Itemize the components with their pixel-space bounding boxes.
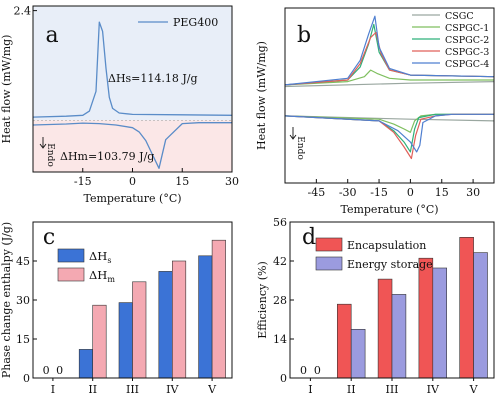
bar-encapsulation-iii xyxy=(377,278,393,379)
series-heating-cspgc-3 xyxy=(284,113,494,160)
panel-a: -15 0 15 30 2.4 Temperature (°C) Heat flow (mW… xyxy=(0,5,239,205)
heating-region xyxy=(33,120,232,172)
legend-swatch xyxy=(57,267,85,282)
y-tick-label: 45 xyxy=(16,255,30,268)
category-label: II xyxy=(88,383,97,396)
legend-swatch xyxy=(315,256,343,271)
x-axis-label: Temperature (°C) xyxy=(83,192,181,205)
x-tick-label: -15 xyxy=(74,175,92,188)
category-label: II xyxy=(347,383,356,396)
annotation-dhs: ΔHs=114.18 J/g xyxy=(108,72,198,85)
cooling-region xyxy=(33,6,232,121)
endo-label: Endo xyxy=(295,136,305,160)
bar-energy-storage-ii xyxy=(350,328,366,379)
x-tick-label: 0 xyxy=(407,186,414,199)
y-tick-label: 42 xyxy=(273,255,287,268)
legend-label: ΔHs xyxy=(89,249,111,265)
bar-δhs-ii xyxy=(78,349,93,379)
category-label: IV xyxy=(427,383,440,396)
bar-encapsulation-iv xyxy=(418,257,434,379)
legend-label: Energy storage xyxy=(347,258,433,271)
bar-encapsulation-ii xyxy=(336,303,352,379)
bar-δhs-iii xyxy=(118,302,133,379)
series-heating-cspgc-2 xyxy=(284,113,494,153)
legend-label-peg400: PEG400 xyxy=(173,16,218,29)
category-label: IV xyxy=(166,383,179,396)
panel-b: -45 -30 -15 0 15 30 Temperature (°C) Heat flow … xyxy=(255,7,495,216)
endo-arrow-icon xyxy=(39,137,47,149)
panel-letter: b xyxy=(297,23,311,48)
category-label: III xyxy=(385,383,398,396)
y-tick-label: 15 xyxy=(16,333,30,346)
legend-label: ΔHm xyxy=(89,268,115,284)
annotation-dhm: ΔHm=103.79 J/g xyxy=(60,150,154,163)
y-tick-label: 14 xyxy=(273,333,287,346)
legend-swatch xyxy=(57,248,85,263)
y-tick-label: 30 xyxy=(16,294,30,307)
panel-letter: a xyxy=(45,23,58,48)
legend-label: Encapsulation xyxy=(347,239,426,252)
category-label: III xyxy=(126,383,139,396)
series-cooling-cspgc-4 xyxy=(284,15,495,86)
y-tick-label: 2.4 xyxy=(14,5,32,18)
y-axis-label: Efficiency (%) xyxy=(256,261,269,339)
legend-label: CSPGC-1 xyxy=(445,23,489,34)
x-tick-label: 30 xyxy=(466,186,480,199)
zero-value-label: 0 xyxy=(43,364,50,377)
category-label: I xyxy=(308,383,312,396)
bar-δhm-v xyxy=(211,239,226,379)
bar-δhm-iv xyxy=(172,260,187,379)
x-tick-label: -15 xyxy=(370,186,388,199)
y-tick-label: 0 xyxy=(23,372,30,385)
category-label: V xyxy=(207,383,217,396)
panel-letter: d xyxy=(302,225,316,250)
x-tick-label: 0 xyxy=(129,175,136,188)
bar-δhs-iv xyxy=(158,271,173,379)
peg400-cooling-curve xyxy=(32,21,233,118)
y-axis-label: Heat flow (mW/mg) xyxy=(0,35,13,144)
x-tick-label: -30 xyxy=(339,186,357,199)
category-label: I xyxy=(51,383,55,396)
peg400-heating-curve xyxy=(32,122,232,169)
x-tick-label: 30 xyxy=(225,175,239,188)
plot-frame xyxy=(284,7,495,184)
bar-energy-storage-iv xyxy=(432,267,447,379)
y-tick-label: 56 xyxy=(273,216,287,229)
series-cooling-cspgc-1 xyxy=(284,69,494,86)
panel-letter: c xyxy=(43,225,55,250)
bar-energy-storage-iii xyxy=(391,294,407,379)
y-axis-label: Phase change enthalpy (J/g) xyxy=(0,222,13,378)
x-axis-label: Temperature (°C) xyxy=(340,203,438,216)
bar-δhm-ii xyxy=(92,304,107,379)
x-tick-label: 15 xyxy=(175,175,189,188)
endo-arrow-icon xyxy=(289,127,297,140)
legend-swatch xyxy=(315,237,343,252)
bar-δhm-iii xyxy=(132,281,147,379)
bar-δhs-v xyxy=(198,255,213,379)
zero-value-label: 0 xyxy=(300,364,307,377)
legend-label: CSGC xyxy=(445,11,474,22)
legend-label: CSPGC-3 xyxy=(445,47,489,58)
x-tick-label: 15 xyxy=(435,186,449,199)
category-label: V xyxy=(469,383,479,396)
x-tick-label: -45 xyxy=(307,186,325,199)
y-tick-label: 28 xyxy=(273,294,287,307)
bar-encapsulation-v xyxy=(459,237,474,379)
legend-label: CSPGC-2 xyxy=(445,35,489,46)
zero-value-label: 0 xyxy=(314,364,321,377)
legend-label: CSPGC-4 xyxy=(445,59,489,70)
y-tick-label: 0 xyxy=(280,372,287,385)
y-axis-label: Heat flow (mW/mg) xyxy=(255,41,268,150)
series-cooling-csgc xyxy=(284,81,495,88)
bar-energy-storage-v xyxy=(473,252,488,379)
zero-value-label: 0 xyxy=(56,364,63,377)
endo-label: Endo xyxy=(45,143,55,167)
series-heating-cspgc-4 xyxy=(284,113,494,153)
